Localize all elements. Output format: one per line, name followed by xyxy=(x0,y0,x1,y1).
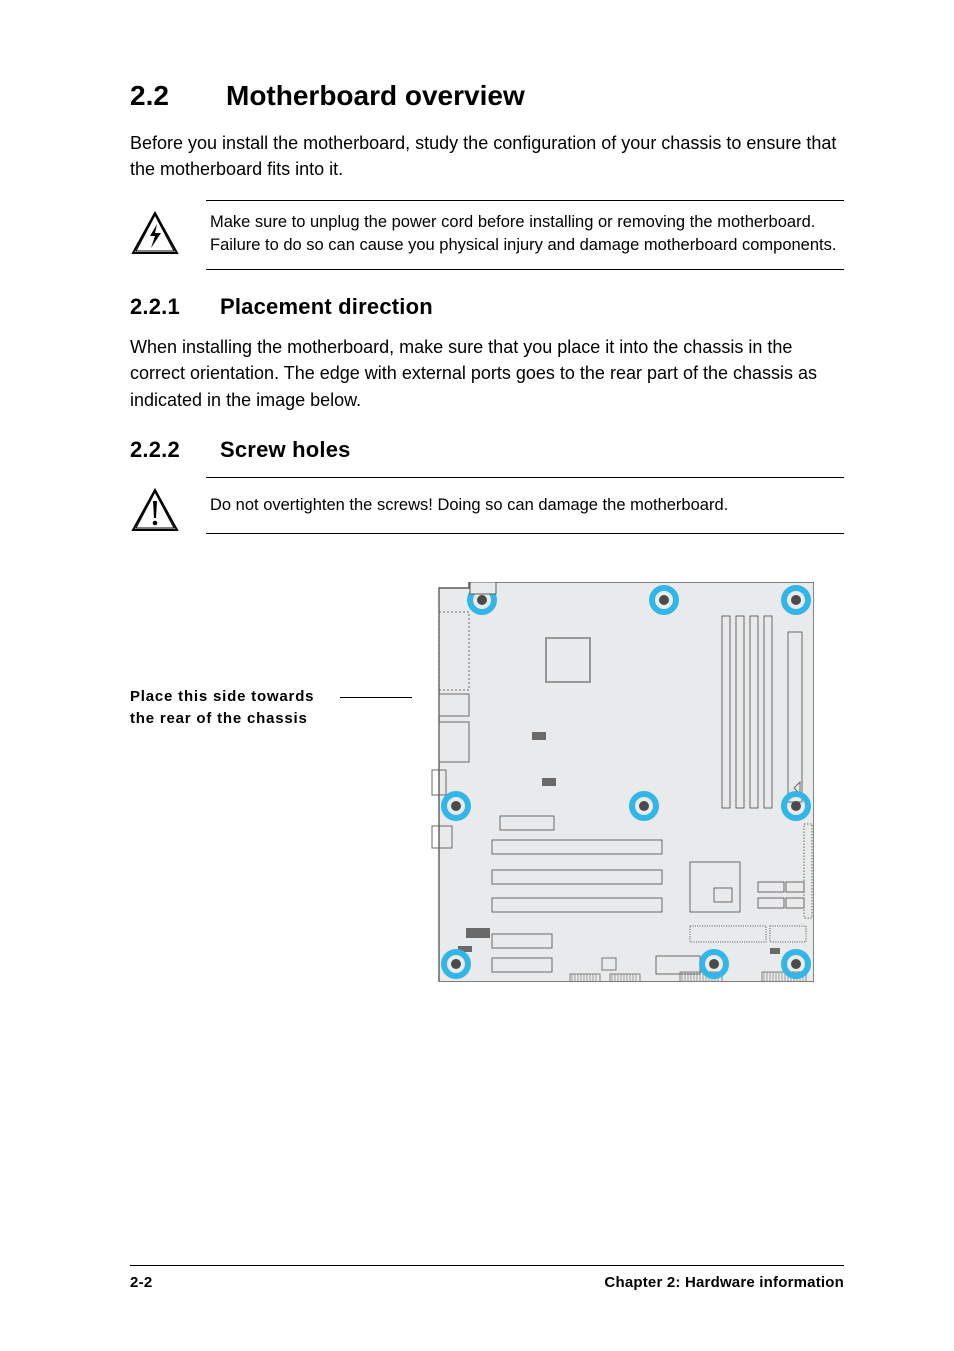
intro-paragraph: Before you install the motherboard, stud… xyxy=(130,130,844,182)
section-heading: 2.2Motherboard overview xyxy=(130,80,844,112)
caution-callout: Do not overtighten the screws! Doing so … xyxy=(130,477,844,542)
diagram-label-line2: the rear of the chassis xyxy=(130,710,308,727)
section-title: Motherboard overview xyxy=(226,80,525,111)
subsection-heading-1: 2.2.1Placement direction xyxy=(130,294,844,320)
diagram-label: Place this side towards the rear of the … xyxy=(130,582,390,731)
subsection-title-1: Placement direction xyxy=(220,294,433,319)
label-pointer-line xyxy=(340,697,412,698)
caution-icon xyxy=(130,477,180,542)
warning-callout-1: Make sure to unplug the power cord befor… xyxy=(130,200,844,270)
footer-page-number: 2-2 xyxy=(130,1274,153,1291)
body-paragraph-1: When installing the motherboard, make su… xyxy=(130,334,844,412)
motherboard-diagram xyxy=(414,582,814,982)
page-footer: 2-2 Chapter 2: Hardware information xyxy=(130,1265,844,1291)
lightning-warning-icon xyxy=(130,200,180,265)
subsection-number-1: 2.2.1 xyxy=(130,294,220,320)
footer-chapter-title: Chapter 2: Hardware information xyxy=(604,1274,844,1291)
subsection-title-2: Screw holes xyxy=(220,437,351,462)
section-number: 2.2 xyxy=(130,80,226,112)
motherboard-diagram-wrap: Place this side towards the rear of the … xyxy=(130,582,844,982)
subsection-heading-2: 2.2.2Screw holes xyxy=(130,437,844,463)
subsection-number-2: 2.2.2 xyxy=(130,437,220,463)
diagram-label-line1: Place this side towards xyxy=(130,688,314,705)
warning-text-1: Make sure to unplug the power cord befor… xyxy=(206,200,844,270)
caution-text: Do not overtighten the screws! Doing so … xyxy=(206,477,844,534)
